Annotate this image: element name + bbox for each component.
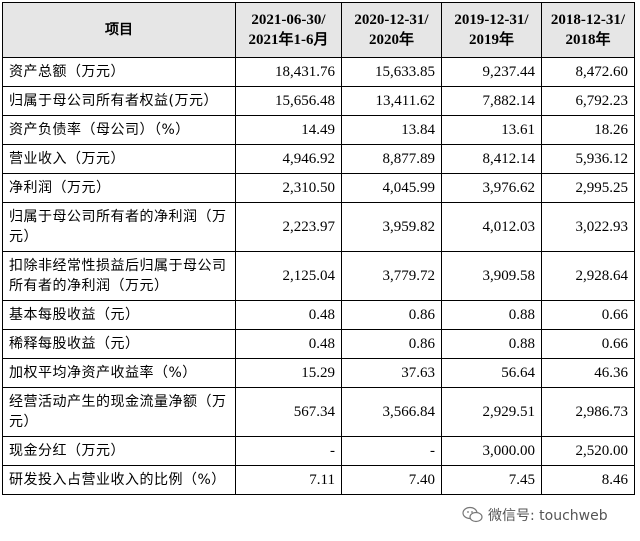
table-row: 稀释每股收益（元） 0.48 0.86 0.88 0.66 (2, 329, 635, 359)
table-row: 归属于母公司所有者权益(万元） 15,656.48 13,411.62 7,882.1… (2, 86, 635, 116)
financial-table: 项目 2021-06-30/2021年1-6月 2020-12-31/2020年 20… (2, 2, 635, 495)
cell-value: 2,986.73 (541, 387, 635, 437)
cell-value: 0.88 (441, 300, 542, 330)
wechat-icon (462, 506, 483, 523)
cell-value: 15.29 (235, 358, 342, 388)
header-line: 2018年 (565, 32, 611, 48)
row-label: 基本每股收益（元） (2, 300, 236, 330)
cell-value: 0.86 (341, 329, 442, 359)
table-row: 资产负债率（母公司）（%） 14.49 13.84 13.61 18.26 (2, 115, 635, 145)
row-label: 资产负债率（母公司）（%） (2, 115, 236, 145)
cell-value: 2,928.64 (541, 251, 635, 301)
table-row: 扣除非经常性损益后归属于母公司所有者的净利润（万元） 2,125.04 3,779.… (2, 251, 635, 301)
cell-value: 567.34 (235, 387, 342, 437)
cell-value: 2,223.97 (235, 202, 342, 252)
header-row: 项目 2021-06-30/2021年1-6月 2020-12-31/2020年 20… (2, 2, 635, 58)
cell-value: 6,792.23 (541, 86, 635, 116)
row-label: 归属于母公司所有者的净利润（万元） (2, 202, 236, 252)
table-row: 营业收入（万元） 4,946.92 8,877.89 8,412.14 5,936.12 (2, 144, 635, 174)
cell-value: 3,566.84 (341, 387, 442, 437)
table-row: 基本每股收益（元） 0.48 0.86 0.88 0.66 (2, 300, 635, 330)
cell-value: 7.45 (441, 465, 542, 495)
cell-value: - (235, 436, 342, 466)
header-line: 2019年 (468, 32, 514, 48)
cell-value: 7.11 (235, 465, 342, 495)
cell-value: 13.84 (341, 115, 442, 145)
header-line: 2020-12-31/ (354, 12, 429, 28)
table-row: 研发投入占营业收入的比例（%） 7.11 7.40 7.45 8.46 (2, 465, 635, 495)
cell-value: 15,656.48 (235, 86, 342, 116)
table-body: 资产总额（万元） 18,431.76 15,633.85 9,237.44 8,472.… (2, 57, 635, 495)
row-label: 经营活动产生的现金流量净额（万元） (2, 387, 236, 437)
cell-value: 3,976.62 (441, 173, 542, 203)
cell-value: 0.86 (341, 300, 442, 330)
row-label: 营业收入（万元） (2, 144, 236, 174)
row-label: 稀释每股收益（元） (2, 329, 236, 359)
cell-value: 0.66 (541, 329, 635, 359)
header-cell: 2021-06-30/2021年1-6月 (235, 2, 342, 58)
row-label: 扣除非经常性损益后归属于母公司所有者的净利润（万元） (2, 251, 236, 301)
cell-value: 46.36 (541, 358, 635, 388)
cell-value: 14.49 (235, 115, 342, 145)
cell-value: 0.66 (541, 300, 635, 330)
table-row: 归属于母公司所有者的净利润（万元） 2,223.97 3,959.82 4,012.0… (2, 202, 635, 252)
table-row: 净利润（万元） 2,310.50 4,045.99 3,976.62 2,995.25 (2, 173, 635, 203)
cell-value: 8,877.89 (341, 144, 442, 174)
cell-value: 15,633.85 (341, 57, 442, 87)
cell-value: - (341, 436, 442, 466)
cell-value: 2,929.51 (441, 387, 542, 437)
header-cell: 2020-12-31/2020年 (341, 2, 442, 58)
cell-value: 13.61 (441, 115, 542, 145)
table-row: 现金分红（万元） - -3,000.00 2,520.00 (2, 436, 635, 466)
cell-value: 2,520.00 (541, 436, 635, 466)
cell-value: 4,946.92 (235, 144, 342, 174)
cell-value: 8.46 (541, 465, 635, 495)
row-label: 现金分红（万元） (2, 436, 236, 466)
row-label: 归属于母公司所有者权益(万元） (2, 86, 236, 116)
header-line: 2018-12-31/ (550, 12, 626, 28)
cell-value: 3,000.00 (441, 436, 542, 466)
table-row: 资产总额（万元） 18,431.76 15,633.85 9,237.44 8,472.… (2, 57, 635, 87)
cell-value: 2,310.50 (235, 173, 342, 203)
table-row: 加权平均净资产收益率（%） 15.29 37.63 56.64 46.36 (2, 358, 635, 388)
cell-value: 56.64 (441, 358, 542, 388)
cell-value: 18,431.76 (235, 57, 342, 87)
cell-value: 2,125.04 (235, 251, 342, 301)
cell-value: 0.48 (235, 329, 342, 359)
header-line: 2020年 (368, 32, 414, 48)
cell-value: 13,411.62 (341, 86, 442, 116)
cell-value: 4,045.99 (341, 173, 442, 203)
cell-value: 5,936.12 (541, 144, 635, 174)
cell-value: 0.48 (235, 300, 342, 330)
cell-value: 3,959.82 (341, 202, 442, 252)
header-cell: 2019-12-31/2019年 (441, 2, 542, 58)
cell-value: 8,412.14 (441, 144, 542, 174)
watermark-text: 微信号: touchweb (488, 508, 608, 524)
header-line: 2021年1-6月 (248, 32, 329, 48)
cell-value: 3,779.72 (341, 251, 442, 301)
row-label: 研发投入占营业收入的比例（%） (2, 465, 236, 495)
header-cell: 项目 (2, 2, 236, 58)
cell-value: 8,472.60 (541, 57, 635, 87)
row-label: 资产总额（万元） (2, 57, 236, 87)
cell-value: 3,022.93 (541, 202, 635, 252)
cell-value: 9,237.44 (441, 57, 542, 87)
header-line: 2021-06-30/ (251, 12, 326, 28)
cell-value: 37.63 (341, 358, 442, 388)
cell-value: 7,882.14 (441, 86, 542, 116)
cell-value: 18.26 (541, 115, 635, 145)
cell-value: 0.88 (441, 329, 542, 359)
table-row: 经营活动产生的现金流量净额（万元） 567.34 3,566.84 2,929.51 2… (2, 387, 635, 437)
cell-value: 3,909.58 (441, 251, 542, 301)
cell-value: 4,012.03 (441, 202, 542, 252)
watermark: 微信号: touchweb (462, 505, 608, 525)
row-label: 加权平均净资产收益率（%） (2, 358, 236, 388)
header-line: 2019-12-31/ (454, 12, 529, 28)
cell-value: 2,995.25 (541, 173, 635, 203)
header-cell: 2018-12-31/2018年 (541, 2, 635, 58)
header-line: 项目 (105, 22, 133, 38)
cell-value: 7.40 (341, 465, 442, 495)
row-label: 净利润（万元） (2, 173, 236, 203)
